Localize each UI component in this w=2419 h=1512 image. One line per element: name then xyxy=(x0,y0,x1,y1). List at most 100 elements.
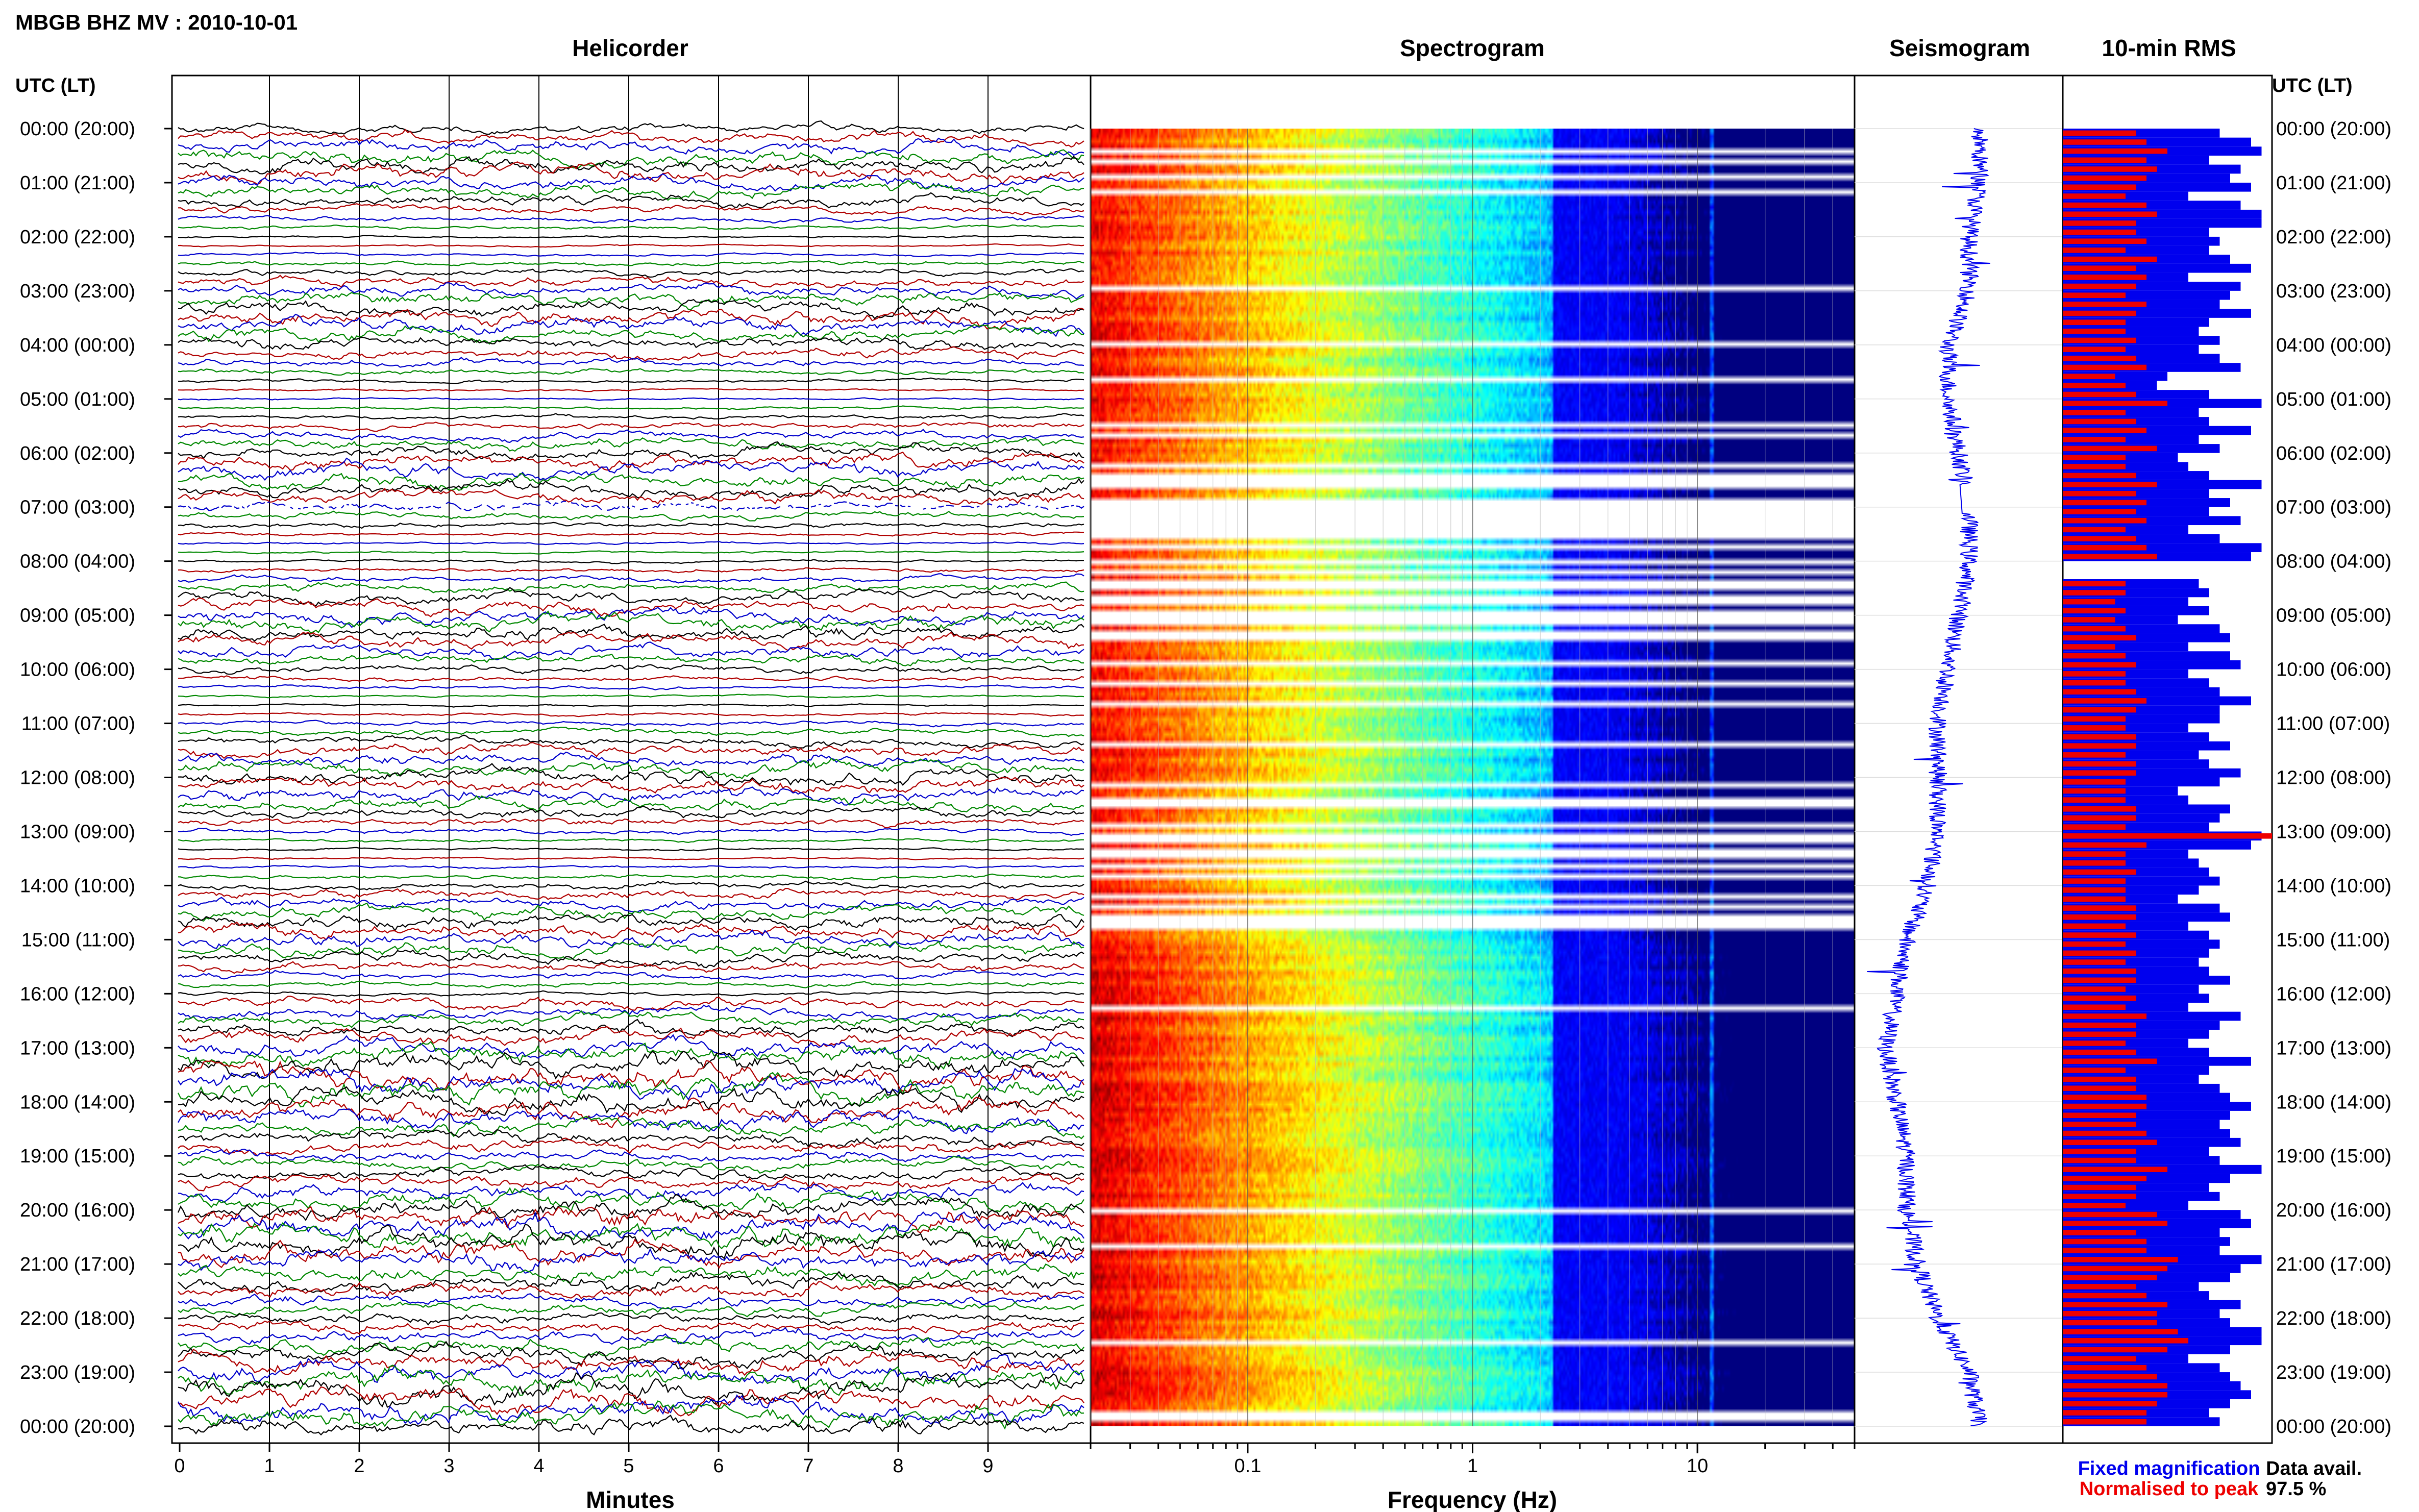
legend-fixed-magnification: Fixed magnification xyxy=(2078,1458,2260,1479)
time-label-right: 09:00 (05:00) xyxy=(2276,605,2391,627)
rms-title: 10-min RMS xyxy=(2102,35,2236,61)
helicorder-trace xyxy=(178,1293,1084,1309)
time-label-right: 11:00 (07:00) xyxy=(2276,713,2390,735)
helicorder-trace xyxy=(178,1372,1084,1408)
spectrogram-xtick-label: 10 xyxy=(1687,1455,1708,1477)
helicorder-trace xyxy=(178,1384,1084,1417)
helicorder-trace xyxy=(178,587,1084,607)
helicorder-trace xyxy=(178,451,1084,471)
rms-normalised-bar xyxy=(2063,1157,2136,1163)
helicorder-trace xyxy=(178,522,1084,529)
helicorder-trace xyxy=(178,260,1084,267)
helicorder-trace xyxy=(178,1365,1085,1396)
rms-normalised-bar xyxy=(2063,833,2272,839)
rms-normalised-bar xyxy=(2063,148,2167,154)
helicorder-trace xyxy=(178,1263,1084,1287)
helicorder-trace xyxy=(178,224,1084,230)
rms-normalised-bar xyxy=(2063,734,2136,740)
left-time-axis-header: UTC (LT) xyxy=(15,75,96,96)
seismogram-panel xyxy=(1854,75,2064,1444)
time-label-right: 20:00 (16:00) xyxy=(2276,1200,2391,1221)
helicorder-trace xyxy=(178,268,1084,278)
helicorder-trace xyxy=(178,734,1084,749)
helicorder-trace xyxy=(178,664,1084,675)
rms-normalised-bar xyxy=(2063,1068,2126,1073)
rms-normalised-bar xyxy=(2063,788,2126,794)
time-label-right: 07:00 (03:00) xyxy=(2276,497,2391,518)
time-label-right: 04:00 (00:00) xyxy=(2276,335,2391,356)
rms-normalised-bar xyxy=(2063,455,2126,460)
time-label-left: 03:00 (23:00) xyxy=(20,281,135,302)
helicorder-trace xyxy=(178,501,1084,511)
rms-normalised-bar xyxy=(2063,653,2126,659)
time-label-left: 14:00 (10:00) xyxy=(20,875,135,897)
rms-normalised-bar xyxy=(2063,698,2146,704)
helicorder-trace xyxy=(178,914,1084,932)
rms-normalised-bar xyxy=(2063,1410,2146,1416)
rms-normalised-bar xyxy=(2063,391,2136,398)
helicorder-trace xyxy=(178,156,1084,175)
helicorder-trace xyxy=(178,397,1084,401)
helicorder-trace xyxy=(178,173,1084,192)
helicorder-trace xyxy=(178,1096,1084,1128)
rms-normalised-bar xyxy=(2063,896,2126,902)
helicorder-xtick-label: 7 xyxy=(803,1455,813,1477)
helicorder-trace xyxy=(178,887,1084,901)
rms-normalised-bar xyxy=(2063,1176,2146,1181)
helicorder-trace xyxy=(178,275,1084,288)
rms-normalised-bar xyxy=(2063,1194,2136,1199)
data-availability-value: 97.5 % xyxy=(2266,1478,2326,1500)
time-label-right: 00:00 (20:00) xyxy=(2276,118,2391,140)
helicorder-trace xyxy=(177,1194,1084,1222)
helicorder-trace xyxy=(178,429,1084,443)
spectrogram-xtick-label: 1 xyxy=(1467,1455,1478,1477)
helicorder-trace xyxy=(178,581,1084,593)
time-label-left: 23:00 (19:00) xyxy=(20,1362,135,1383)
rms-normalised-bar xyxy=(2063,527,2126,533)
seismogram-trace xyxy=(1867,128,1990,1426)
rms-normalised-bar xyxy=(2063,581,2126,587)
helicorder-trace xyxy=(178,1301,1084,1318)
helicorder-trace xyxy=(178,880,1084,891)
rms-normalised-bar xyxy=(2063,860,2126,866)
helicorder-trace xyxy=(178,120,1084,135)
time-label-right: 12:00 (08:00) xyxy=(2276,767,2391,789)
rms-normalised-bar xyxy=(2063,374,2115,379)
helicorder-xtick-label: 0 xyxy=(174,1455,185,1477)
time-label-left: 06:00 (02:00) xyxy=(20,443,135,464)
time-label-left: 00:00 (20:00) xyxy=(20,1416,135,1437)
rms-normalised-bar xyxy=(2063,995,2136,1001)
rms-normalised-bar xyxy=(2063,1266,2167,1272)
rms-normalised-bar xyxy=(2063,761,2136,767)
rms-normalised-bar xyxy=(2063,1013,2146,1019)
helicorder-trace xyxy=(178,1182,1084,1203)
helicorder-trace xyxy=(178,795,1084,813)
time-label-left: 09:00 (05:00) xyxy=(20,605,135,627)
rms-normalised-bar xyxy=(2063,590,2126,596)
time-label-left: 00:00 (20:00) xyxy=(20,118,135,140)
rms-normalised-bar xyxy=(2063,635,2136,641)
rms-normalised-bar xyxy=(2063,824,2126,830)
helicorder-trace xyxy=(178,703,1084,708)
time-label-left: 07:00 (03:00) xyxy=(20,497,135,518)
right-time-axis-header: UTC (LT) xyxy=(2272,75,2353,96)
rms-normalised-bar xyxy=(2063,490,2136,497)
helicorder-trace xyxy=(178,1026,1084,1048)
helicorder-xlabel: Minutes xyxy=(586,1486,675,1512)
rms-normalised-bar xyxy=(2063,554,2157,560)
helicorder-trace xyxy=(178,567,1084,574)
helicorder-trace xyxy=(178,929,1084,950)
helicorder-trace xyxy=(178,693,1084,699)
rms-normalised-bar xyxy=(2063,1383,2167,1389)
rms-normalised-bar xyxy=(2063,463,2126,469)
time-label-left: 08:00 (04:00) xyxy=(20,551,135,573)
rms-normalised-bar xyxy=(2063,275,2146,280)
rms-normalised-bar xyxy=(2063,401,2167,406)
helicorder-trace xyxy=(178,598,1084,617)
rms-normalised-bar xyxy=(2063,1149,2136,1154)
rms-normalised-bar xyxy=(2063,130,2136,136)
helicorder-trace xyxy=(178,368,1084,376)
time-label-left: 20:00 (16:00) xyxy=(20,1200,135,1221)
helicorder-trace xyxy=(178,405,1084,411)
rms-normalised-bar xyxy=(2063,1283,2136,1290)
